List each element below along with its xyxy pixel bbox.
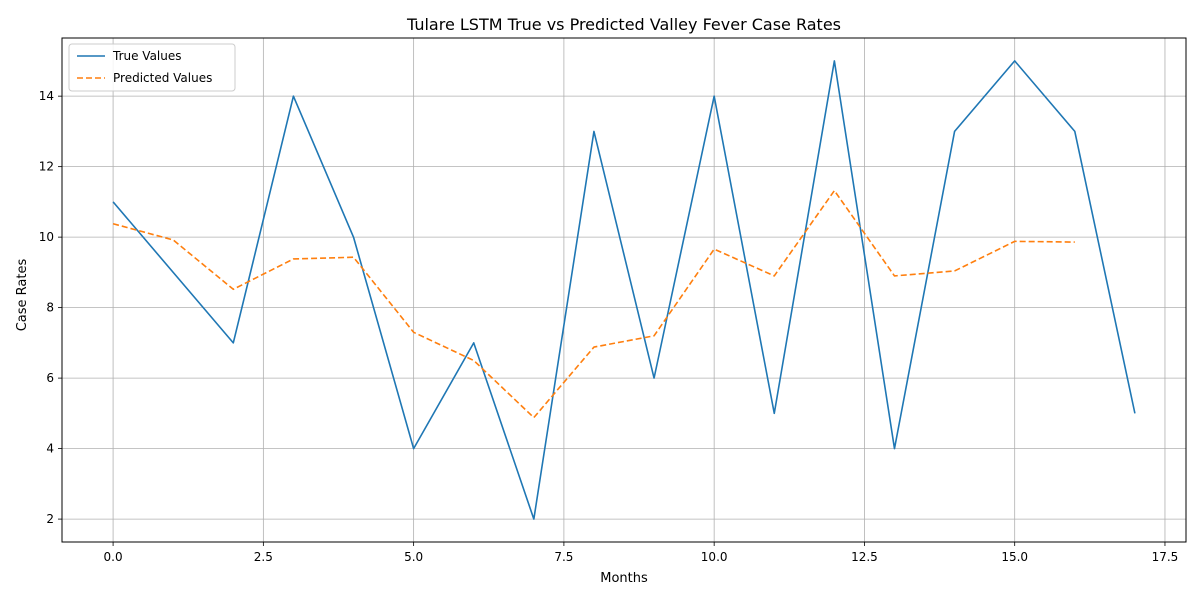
x-tick-label: 2.5 [254,550,273,564]
y-tick-label: 2 [46,512,54,526]
y-axis-label: Case Rates [15,259,30,332]
series-lines [112,60,1136,520]
x-axis-ticks: 0.0 2.5 5.0 7.5 10.0 12.5 15.0 17.5 [104,542,1179,564]
legend: True Values Predicted Values [68,43,236,92]
x-tick-label: 0.0 [104,550,123,564]
x-tick-label: 10.0 [701,550,728,564]
legend-label: True Values [112,49,182,63]
x-tick-label: 12.5 [851,550,878,564]
y-tick-label: 10 [39,230,54,244]
legend-label: Predicted Values [113,71,212,85]
series-line [112,189,1075,419]
y-tick-label: 4 [46,442,54,456]
x-tick-label: 15.0 [1001,550,1028,564]
y-tick-label: 12 [39,160,54,174]
x-axis-label: Months [600,571,648,586]
chart-title: Tulare LSTM True vs Predicted Valley Fev… [406,15,841,34]
y-tick-label: 14 [39,89,54,103]
x-tick-label: 7.5 [554,550,573,564]
grid [62,38,1186,542]
y-tick-label: 8 [46,301,54,315]
y-axis-ticks: 2 4 6 8 10 12 14 [39,89,62,526]
x-tick-label: 5.0 [404,550,423,564]
series-line [112,60,1136,520]
legend-box [68,43,236,92]
x-tick-label: 17.5 [1152,550,1179,564]
y-tick-label: 6 [46,371,54,385]
axes-frame [61,37,1187,543]
